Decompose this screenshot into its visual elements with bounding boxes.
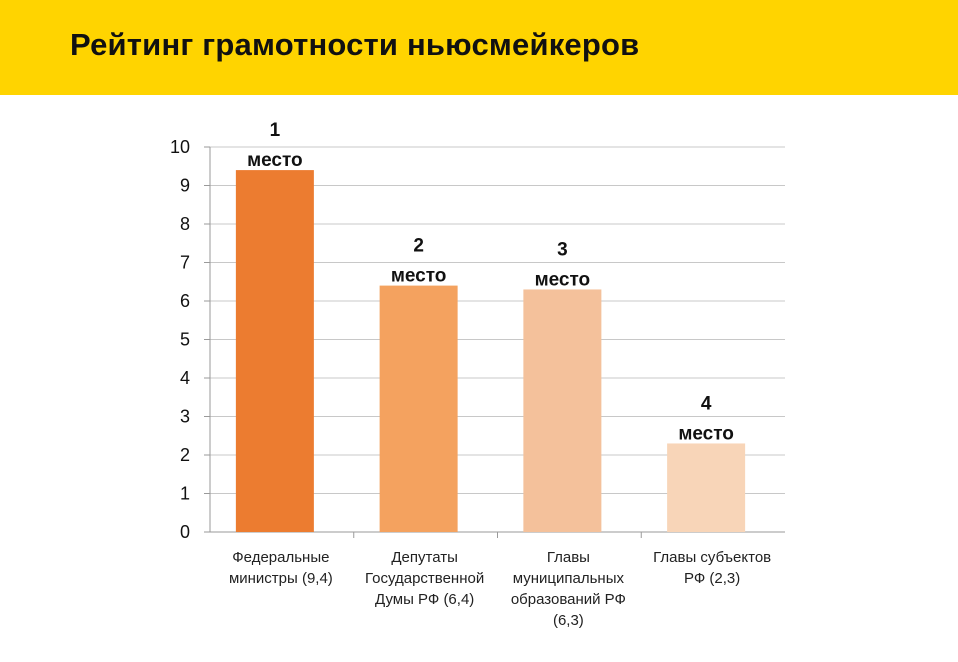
bar-data-label: место: [247, 150, 303, 171]
category-label: муниципальных: [513, 570, 625, 587]
title-banner: Рейтинг грамотности ньюсмейкеров: [0, 0, 958, 95]
y-tick-label: 8: [180, 214, 190, 234]
category-labels: Федеральные министры (9,4) Депутаты Государ…: [229, 549, 771, 629]
y-tick-label: 1: [180, 484, 190, 504]
page-title: Рейтинг грамотности ньюсмейкеров: [70, 27, 640, 62]
y-tick-label: 4: [180, 368, 190, 388]
category-label: образований РФ: [511, 591, 626, 608]
category-label: министры (9,4): [229, 570, 333, 587]
category-label: РФ (2,3): [684, 570, 740, 587]
y-tick-label: 3: [180, 407, 190, 427]
category-label: Депутаты: [391, 549, 458, 566]
bar: [667, 443, 746, 532]
bar-data-label: 4: [701, 393, 712, 414]
category-label: (6,3): [553, 612, 584, 629]
bar-data-label: место: [535, 269, 591, 290]
bars: [235, 170, 746, 532]
bar: [523, 289, 602, 532]
y-tick-label: 9: [180, 176, 190, 196]
bar-data-label: 3: [557, 239, 568, 260]
category-label: Думы РФ (6,4): [375, 591, 474, 608]
bar: [379, 285, 458, 532]
y-tick-label: 6: [180, 291, 190, 311]
category-label: Государственной: [365, 570, 484, 587]
category-label: Главы: [547, 549, 590, 566]
bar-data-label: место: [391, 266, 447, 287]
bar: [235, 170, 314, 532]
y-tick-label: 10: [170, 137, 190, 157]
data-labels: 1 место 2 место 3 место 4 место: [247, 120, 734, 444]
bar-data-label: 1: [270, 120, 281, 141]
y-tick-label: 0: [180, 522, 190, 542]
y-axis-ticks: 0 1 2 3 4 5 6 7 8 9 10: [170, 137, 190, 542]
category-label: Главы субъектов: [653, 549, 771, 566]
y-tick-label: 5: [180, 330, 190, 350]
category-label: Федеральные: [232, 549, 329, 566]
bar-data-label: 2: [413, 236, 424, 257]
bar-data-label: место: [678, 423, 734, 444]
y-tick-label: 2: [180, 445, 190, 465]
y-tick-label: 7: [180, 253, 190, 273]
